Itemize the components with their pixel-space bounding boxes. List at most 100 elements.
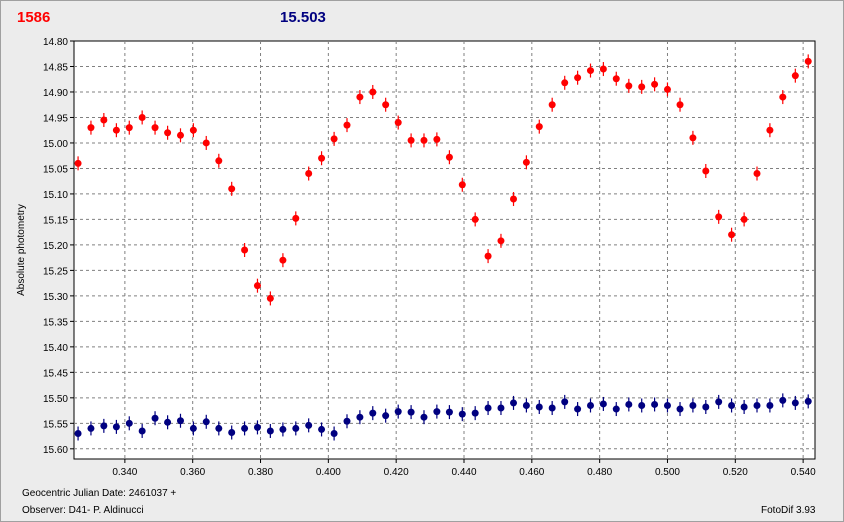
target-point [625, 82, 633, 90]
comparison-point [189, 424, 197, 432]
comparison-point [715, 398, 723, 406]
target-point [753, 170, 761, 178]
target-point [715, 213, 723, 221]
target-point [522, 158, 530, 166]
y-tick-label: 15.10 [43, 190, 68, 201]
target-point [458, 181, 466, 189]
target-point [740, 215, 748, 223]
target-point [663, 85, 671, 93]
x-tick-label: 0.520 [723, 467, 748, 478]
y-axis-label: Absolute photometry [16, 204, 27, 296]
y-tick-label: 15.30 [43, 292, 68, 303]
target-value-label: 1586 [17, 9, 51, 26]
x-tick-label: 0.380 [248, 467, 273, 478]
x-tick-label: 0.360 [180, 467, 205, 478]
target-point [433, 135, 441, 143]
comparison-point [305, 421, 313, 429]
target-point [330, 135, 338, 143]
target-point [510, 195, 518, 203]
comparison-point [87, 424, 95, 432]
target-point [318, 154, 326, 162]
comparison-point [382, 412, 390, 420]
target-point [766, 126, 774, 134]
comparison-point [779, 396, 787, 404]
comparison-point [292, 424, 300, 432]
comparison-point [804, 397, 812, 405]
comparison-point [138, 427, 146, 435]
comparison-point [728, 401, 736, 409]
y-tick-label: 14.85 [43, 62, 68, 73]
target-point [369, 88, 377, 96]
y-tick-label: 14.95 [43, 113, 68, 124]
y-tick-label: 15.20 [43, 241, 68, 252]
comparison-point [663, 401, 671, 409]
target-point [292, 214, 300, 222]
x-tick-label: 0.440 [451, 467, 476, 478]
comparison-point [202, 418, 210, 426]
comparison-point [164, 418, 172, 426]
target-point [356, 93, 364, 101]
comparison-point [676, 405, 684, 413]
comparison-point [228, 428, 236, 436]
target-point [689, 134, 697, 142]
target-point [74, 159, 82, 167]
comparison-point [279, 425, 287, 433]
target-point [445, 153, 453, 161]
target-point [202, 139, 210, 147]
y-tick-label: 15.40 [43, 343, 68, 354]
target-point [125, 124, 133, 132]
comparison-point [510, 399, 518, 407]
target-point [599, 65, 607, 73]
comparison-value-label: 15.503 [280, 9, 326, 26]
comparison-point [471, 409, 479, 417]
target-point [394, 119, 402, 127]
y-tick-label: 15.15 [43, 215, 68, 226]
comparison-point [497, 404, 505, 412]
comparison-point [638, 401, 646, 409]
target-point [728, 231, 736, 239]
comparison-point [740, 403, 748, 411]
comparison-point [548, 404, 556, 412]
comparison-point [394, 408, 402, 416]
target-point [638, 83, 646, 91]
y-tick-label: 14.90 [43, 88, 68, 99]
target-point [676, 101, 684, 109]
comparison-point [689, 401, 697, 409]
target-point [497, 237, 505, 245]
target-point [586, 67, 594, 75]
comparison-point [753, 401, 761, 409]
comparison-point [369, 409, 377, 417]
comparison-point [241, 424, 249, 432]
comparison-point [561, 398, 569, 406]
x-tick-label: 0.340 [112, 467, 137, 478]
x-tick-label: 0.420 [384, 467, 409, 478]
comparison-point [574, 405, 582, 413]
comparison-point [484, 404, 492, 412]
comparison-point [112, 423, 120, 431]
target-point [112, 126, 120, 134]
y-tick-label: 15.55 [43, 419, 68, 430]
target-point [215, 157, 223, 165]
target-point [343, 121, 351, 129]
julian-date-label: Geocentric Julian Date: 2461037 + [22, 488, 177, 499]
target-point [266, 294, 274, 302]
comparison-point [343, 417, 351, 425]
comparison-point [407, 408, 415, 416]
target-point [804, 57, 812, 65]
comparison-point [586, 401, 594, 409]
comparison-point [253, 423, 261, 431]
target-point [561, 79, 569, 87]
target-point [189, 126, 197, 134]
observer-label: Observer: D41- P. Aldinucci [22, 505, 144, 516]
series-target [74, 54, 812, 306]
target-point [279, 256, 287, 264]
comparison-point [215, 424, 223, 432]
comparison-point [266, 427, 274, 435]
target-point [253, 282, 261, 290]
software-version-label: FotoDif 3.93 [761, 505, 816, 516]
comparison-point [458, 410, 466, 418]
x-axis-ticks: 0.340 0.360 0.380 0.400 0.420 0.440 0.460 0.480… [112, 459, 816, 478]
target-point [548, 101, 556, 109]
y-axis-ticks: 14.80 14.85 14.90 14.95 15.00 15.05 15.10 15.15… [43, 37, 74, 456]
